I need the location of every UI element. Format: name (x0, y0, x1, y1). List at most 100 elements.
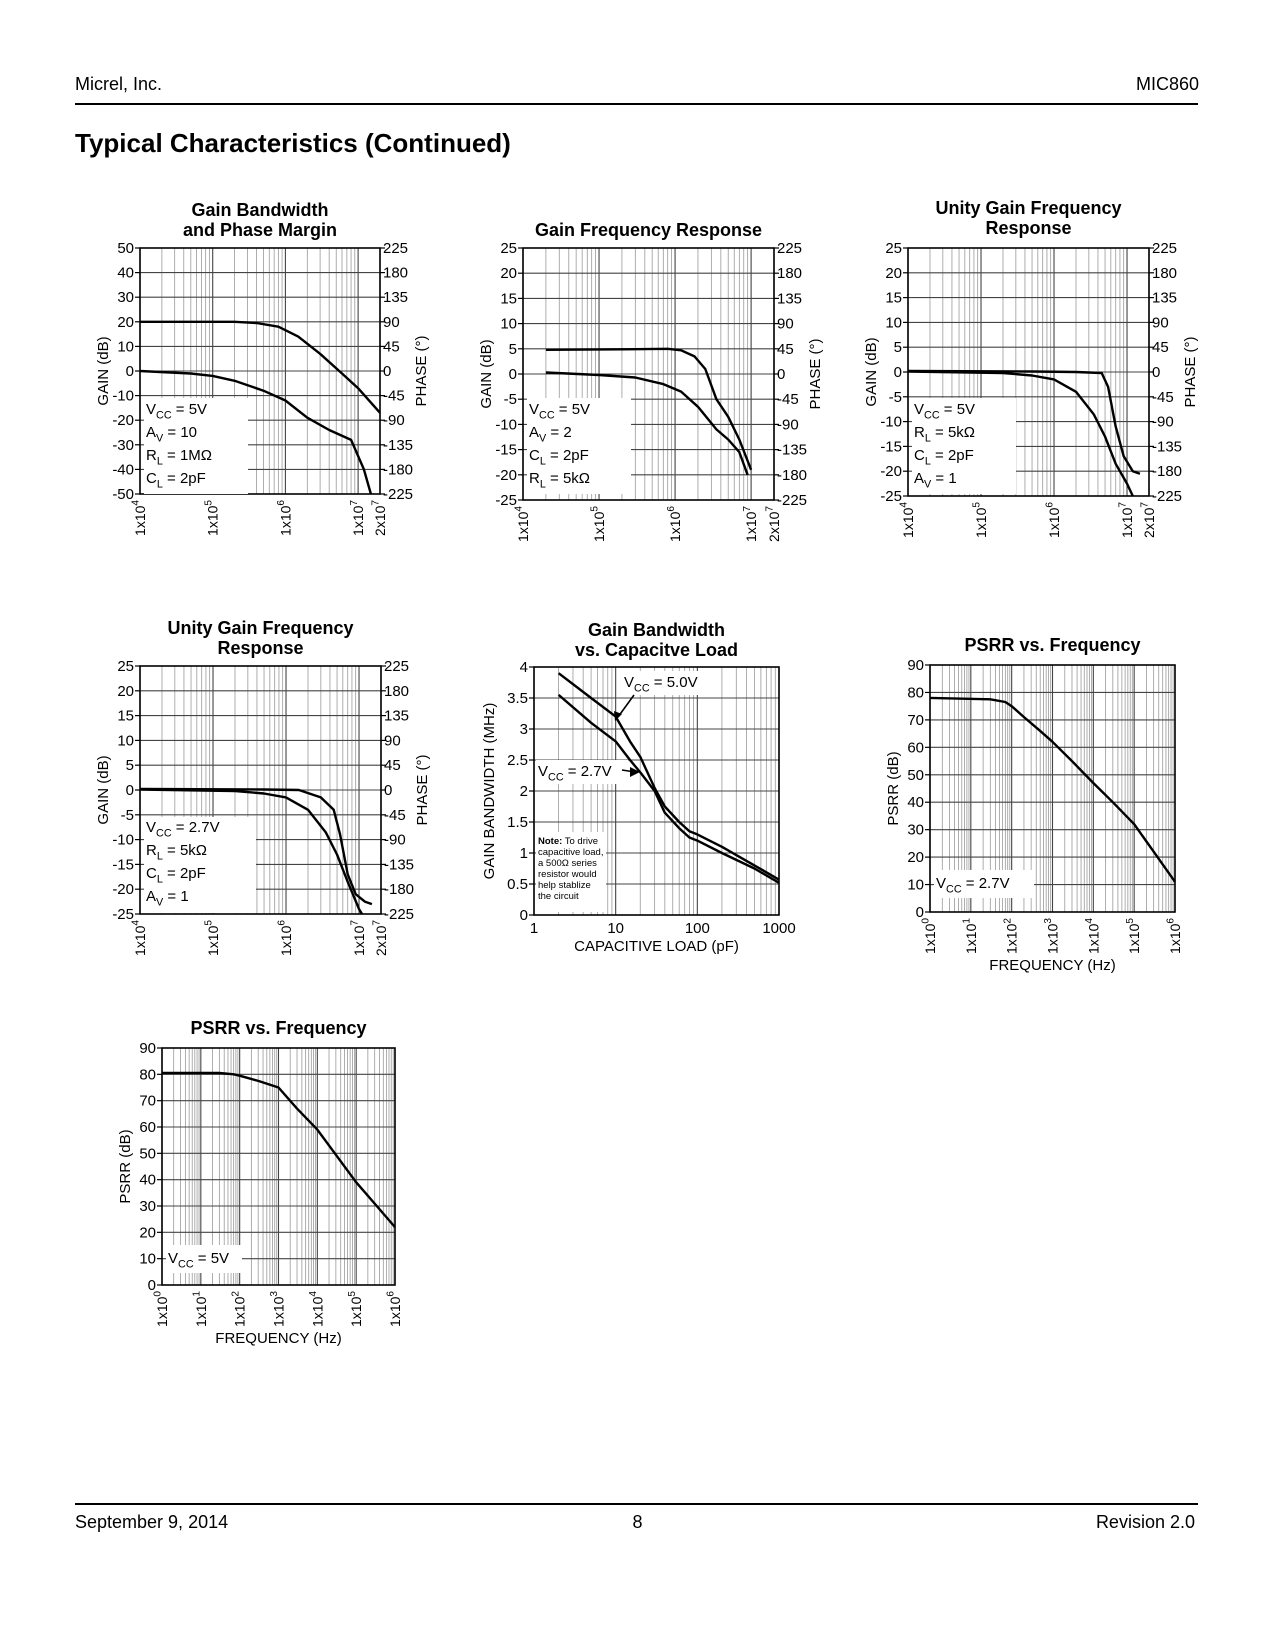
y-tick-label: 2 (520, 783, 528, 800)
x-tick-label: 1x104 (1084, 918, 1101, 954)
x-axis-label: FREQUENCY (Hz) (215, 1330, 341, 1347)
y2-tick-label: 180 (383, 265, 408, 282)
y2-tick-label: -180 (777, 467, 807, 484)
note-line: resistor would (538, 869, 597, 880)
y-tick-label: 20 (907, 849, 924, 866)
y-tick-label: 90 (907, 657, 924, 674)
vcc-5-label: VCC = 5.0V (624, 674, 698, 695)
y2-tick-label: 225 (1152, 240, 1177, 257)
y-tick-label: 1 (520, 845, 528, 862)
y2-tick-label: -45 (383, 388, 405, 405)
y2-tick-label: 45 (384, 757, 401, 774)
header-rule (75, 103, 1198, 105)
chart-c2: Gain Frequency Response 25 20 15 10 5 0 -5 -10 -1… (478, 220, 824, 542)
y2-axis-label: PHASE (°) (1182, 336, 1199, 407)
series-line-1 (140, 320, 381, 414)
chart-title: Unity Gain Frequency (935, 198, 1121, 218)
y-tick-label: -10 (112, 388, 134, 405)
y-tick-label: 40 (117, 265, 134, 282)
x-tick-label: 1x105 (1125, 918, 1142, 954)
y2-tick-label: -225 (384, 906, 414, 923)
annotation-box (144, 398, 248, 494)
annotation-line: VCC = 5V (914, 401, 975, 422)
x-tick-label: 1x100 (921, 918, 938, 954)
y2-tick-label: -90 (384, 832, 406, 849)
note-box (536, 832, 606, 912)
annotation-line: AV = 2 (529, 424, 572, 445)
footer-rule (75, 1503, 1198, 1505)
y2-tick-label: 45 (777, 341, 794, 358)
x-tick-label: 2x107 (1140, 502, 1157, 538)
annotation-line: RL = 5kΩ (146, 842, 207, 863)
y-tick-label: 20 (139, 1224, 156, 1241)
chart-title: Response (985, 218, 1071, 238)
y2-tick-label: -180 (383, 461, 413, 478)
series-line-2 (907, 370, 1134, 497)
y2-tick-label: -90 (777, 416, 799, 433)
y-tick-label: 20 (117, 314, 134, 331)
x-tick-label: 1x104 (131, 500, 148, 536)
note-line: Note: To drive (538, 836, 598, 847)
annotation-box (527, 398, 631, 494)
y-tick-label: 0 (126, 782, 134, 799)
footer-date: September 9, 2014 (75, 1512, 229, 1532)
y-tick-label: 50 (907, 767, 924, 784)
y-tick-label: 80 (139, 1066, 156, 1083)
y-tick-label: 30 (139, 1198, 156, 1215)
y2-tick-label: 225 (384, 658, 409, 675)
y-tick-label: 5 (509, 341, 517, 358)
y-tick-label: -15 (495, 442, 517, 459)
y-tick-label: 1.5 (507, 814, 528, 831)
series-line-1 (139, 787, 373, 906)
y2-tick-label: -45 (777, 391, 799, 408)
annotation-line: AV = 1 (914, 470, 957, 491)
y2-tick-label: 45 (1152, 339, 1169, 356)
y-tick-label: 60 (139, 1119, 156, 1136)
note-line: capacitive load, (538, 847, 603, 858)
x-tick-label: 1x103 (1043, 918, 1060, 954)
annotation-line: CL = 2pF (146, 865, 206, 886)
y-tick-label: -10 (880, 414, 902, 431)
annotation-line: CL = 2pF (914, 447, 974, 468)
x-tick-label: 100 (685, 920, 710, 937)
y-tick-label: 25 (885, 240, 902, 257)
chart-title: Gain Frequency Response (535, 220, 762, 240)
plot-frame (161, 1047, 396, 1286)
chart-title: Gain Bandwidth (192, 200, 329, 220)
annotation-box (166, 1245, 242, 1273)
y2-tick-label: 90 (777, 316, 794, 333)
series-line-1 (907, 369, 1141, 475)
y-tick-label: -25 (495, 492, 517, 509)
y-tick-label: -20 (495, 467, 517, 484)
y-tick-label: 3.5 (507, 690, 528, 707)
y-tick-label: 40 (907, 794, 924, 811)
x-tick-label: 1x104 (308, 1291, 325, 1327)
y-tick-label: 20 (885, 265, 902, 282)
vcc-27-label-bg (536, 760, 628, 784)
y-tick-label: 15 (500, 290, 517, 307)
y2-tick-label: 90 (1152, 314, 1169, 331)
y-tick-label: -5 (121, 807, 134, 824)
y-tick-label: 5 (894, 339, 902, 356)
y2-tick-label: 135 (383, 289, 408, 306)
y-tick-label: 20 (500, 265, 517, 282)
x-tick-label: 1x104 (514, 506, 531, 542)
x-tick-label: 1x107 (742, 506, 759, 542)
note-line: the circuit (538, 891, 579, 902)
y2-tick-label: 90 (383, 314, 400, 331)
series-line-2 (545, 371, 749, 476)
y-tick-label: -30 (112, 437, 134, 454)
y-tick-label: -50 (112, 486, 134, 503)
y2-tick-label: -45 (384, 807, 406, 824)
x-tick-label: 1x104 (131, 920, 148, 956)
y2-axis-label: PHASE (°) (413, 335, 430, 406)
y2-tick-label: 45 (383, 338, 400, 355)
x-tick-label: 1x101 (192, 1291, 209, 1327)
y-tick-label: -5 (504, 391, 517, 408)
y-tick-label: -5 (889, 389, 902, 406)
x-tick-label: 1 (530, 920, 538, 937)
annotation-line: VCC = 2.7V (936, 875, 1010, 896)
annotation-line: VCC = 2.7V (146, 819, 220, 840)
annotation-line: RL = 5kΩ (914, 424, 975, 445)
